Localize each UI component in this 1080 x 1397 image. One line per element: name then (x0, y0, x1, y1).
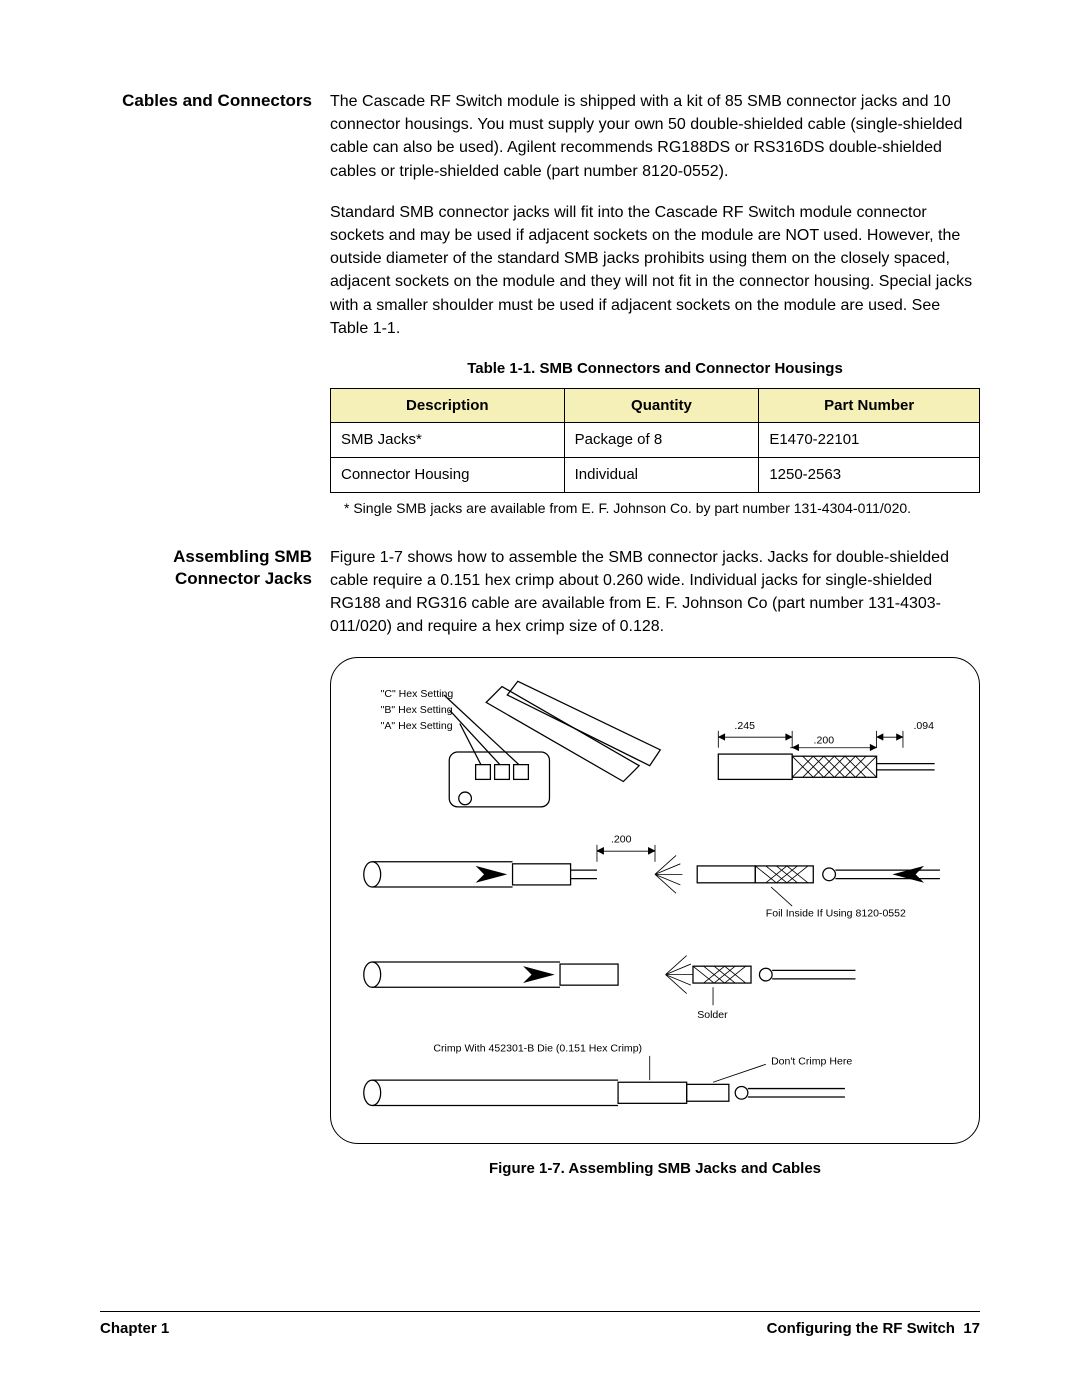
table-note: * Single SMB jacks are available from E.… (344, 499, 980, 518)
td-qty: Package of 8 (564, 423, 759, 458)
body-cables: The Cascade RF Switch module is shipped … (330, 90, 980, 518)
td-pn: 1250-2563 (759, 458, 980, 493)
td-pn: E1470-22101 (759, 423, 980, 458)
figure-svg: "C" Hex Setting "B" Hex Setting "A" Hex … (349, 676, 961, 1130)
body-assembling: Figure 1-7 shows how to assemble the SMB… (330, 546, 980, 1180)
label-245: .245 (734, 719, 755, 731)
section-assembling: Assembling SMB Connector Jacks Figure 1-… (100, 546, 980, 1180)
label-solder: Solder (697, 1008, 728, 1020)
crimp-tool-icon (444, 681, 660, 807)
figure-box: "C" Hex Setting "B" Hex Setting "A" Hex … (330, 657, 980, 1145)
th-partnumber: Part Number (759, 388, 980, 423)
connectors-table: Description Quantity Part Number SMB Jac… (330, 388, 980, 493)
label-dont-crimp: Don't Crimp Here (771, 1055, 852, 1067)
page: Cables and Connectors The Cascade RF Swi… (0, 0, 1080, 1397)
assembly-step2-icon (364, 844, 940, 905)
footer-right: Configuring the RF Switch 17 (767, 1320, 980, 1337)
label-foil: Foil Inside If Using 8120-0552 (766, 907, 906, 919)
th-quantity: Quantity (564, 388, 759, 423)
section-cables: Cables and Connectors The Cascade RF Swi… (100, 90, 980, 518)
cables-p1: The Cascade RF Switch module is shipped … (330, 90, 980, 183)
footer-rule (100, 1311, 980, 1312)
label-200-2: .200 (611, 833, 632, 845)
heading-cables: Cables and Connectors (100, 90, 330, 518)
table-row: SMB Jacks* Package of 8 E1470-22101 (331, 423, 980, 458)
label-hex-b: "B" Hex Setting (381, 703, 453, 715)
footer-row: Chapter 1 Configuring the RF Switch 17 (100, 1320, 980, 1337)
footer-left: Chapter 1 (100, 1320, 169, 1337)
assembly-step3-icon (364, 955, 856, 1005)
footer-title: Configuring the RF Switch (767, 1320, 955, 1337)
heading-assembling: Assembling SMB Connector Jacks (100, 546, 330, 1180)
cables-p2: Standard SMB connector jacks will fit in… (330, 201, 980, 340)
table-caption: Table 1-1. SMB Connectors and Connector … (330, 358, 980, 380)
label-094: .094 (914, 719, 935, 731)
figure-caption: Figure 1-7. Assembling SMB Jacks and Cab… (330, 1158, 980, 1180)
td-desc: SMB Jacks* (331, 423, 565, 458)
table-header-row: Description Quantity Part Number (331, 388, 980, 423)
label-hex-a: "A" Hex Setting (381, 719, 453, 731)
page-footer: Chapter 1 Configuring the RF Switch 17 (100, 1311, 980, 1337)
assembling-p1: Figure 1-7 shows how to assemble the SMB… (330, 546, 980, 639)
th-description: Description (331, 388, 565, 423)
table-row: Connector Housing Individual 1250-2563 (331, 458, 980, 493)
label-crimp-die: Crimp With 452301-B Die (0.151 Hex Crimp… (433, 1042, 642, 1054)
label-hex-c: "C" Hex Setting (381, 688, 454, 700)
label-200-1: .200 (814, 734, 835, 746)
td-desc: Connector Housing (331, 458, 565, 493)
page-number: 17 (963, 1320, 980, 1337)
td-qty: Individual (564, 458, 759, 493)
